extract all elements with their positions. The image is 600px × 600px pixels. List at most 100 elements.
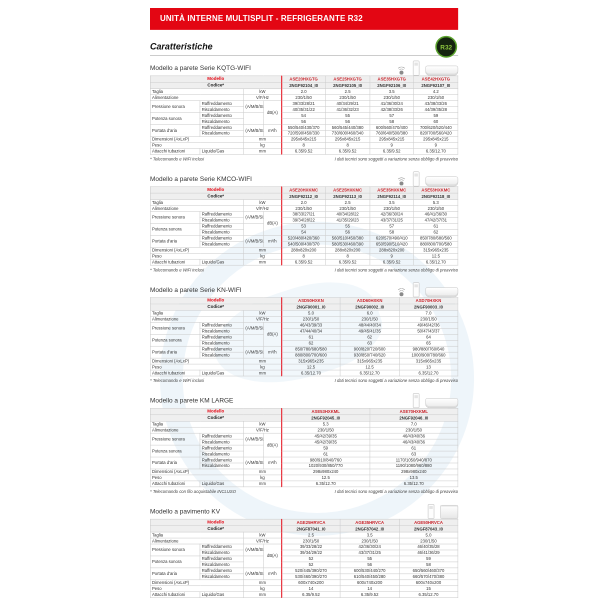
potenza-raff-value: 59 xyxy=(413,112,459,119)
footnote-row: * Telecomando e WiFi inclusi I dati tecni… xyxy=(150,157,458,162)
row-potenza-raff: Potenza sonora Raffreddamento 53 55 57 61 xyxy=(150,223,459,236)
footnote-disclaimer: I dati tecnici sono soggetti a variazion… xyxy=(334,267,459,273)
sound-unit: dB(A) xyxy=(263,322,282,347)
pressione-label: Pressione sonora xyxy=(150,100,201,113)
section-title: Modello a parete Serie KN-WIFI xyxy=(150,285,242,294)
row-pressione-risc: Riscaldamento 39/34/29/22 43/37/31/25 46/41… xyxy=(150,549,459,557)
row-pressione-raff: Pressione sonoraRaffreddamento(A/M/B/SL)… xyxy=(150,322,459,347)
attacchi-value: 6.35/9.52 xyxy=(369,148,415,155)
row-attacchi: Attacchi tubazioni Liquido/Gas mm 6.35/9.52… xyxy=(150,258,459,266)
peso-value: 13 xyxy=(398,363,459,371)
riscaldamento-sublabel: Riscaldamento xyxy=(199,328,244,335)
fan-speeds-label: (A/M/B/SL) xyxy=(243,345,264,359)
row-peso: Peso kg 12.5 12.5 13 xyxy=(150,363,459,371)
riscaldamento-sublabel: Riscaldamento xyxy=(199,217,244,224)
row-taglia: Taglia kW 5.3 7.0 xyxy=(150,421,459,428)
banner-title: UNITÀ INTERNE MULTISPLIT - REFRIGERANTE … xyxy=(159,14,363,23)
pressione-risc-value: 46/41/36/29 xyxy=(398,549,459,557)
portata-risc-value: 880/800/700/580 xyxy=(413,241,459,248)
page-title: Caratteristiche xyxy=(150,41,213,52)
row-alimentazione: Alimentazione V/F/Hz 230/1/50 230/1/50 230/1… xyxy=(150,537,459,545)
portata-label: Portata d'aria xyxy=(150,345,201,359)
spec-table: Modello ASE20HXGTG ASE25HXGTG ASE35HXGTG ASE… xyxy=(150,75,459,155)
pressione-raff-value: 40/34/29/21 xyxy=(325,100,370,107)
attacchi-value: 6.35/9.52 xyxy=(280,148,326,155)
row-portata-risc: Riscaldamento 540/500/430/370 580/530/460/… xyxy=(150,241,459,248)
pressione-label: Pressione sonora xyxy=(150,432,201,446)
page-banner: UNITÀ INTERNE MULTISPLIT - REFRIGERANTE … xyxy=(150,8,459,30)
pressione-risc-value: 50/47/43/37 xyxy=(398,328,459,335)
title-row: Caratteristiche R32 xyxy=(150,35,459,58)
dimensioni-label: Dimensioni (AxLxP) xyxy=(150,579,244,587)
pressione-raff-value: 45/42/39/35 xyxy=(280,432,370,440)
potenza-label: Potenza sonora xyxy=(150,444,201,458)
remote-icon xyxy=(412,171,420,187)
section-icons xyxy=(396,280,459,298)
footnote-row: * Telecomando e WiFi inclusi I dati tecni… xyxy=(150,267,458,272)
spec-table: Modello AGE25HRVCA AGE35HRVCA AGE50HRVCA Cod… xyxy=(150,518,459,598)
footnote-left: * Telecomando e WiFi inclusi xyxy=(150,267,205,273)
portata-risc-value: 580/530/460/390 xyxy=(325,241,370,248)
potenza-risc-value: 61 xyxy=(280,450,370,458)
portata-label: Portata d'aria xyxy=(150,567,201,581)
spec-section: Modello a parete Serie KQTG-WIFI Modello A… xyxy=(150,60,459,162)
row-pressione-risc: Riscaldamento 40/35/31/22 41/36/32/23 42/38… xyxy=(150,106,459,113)
fan-speeds-label: (A/M/B/SL) xyxy=(243,432,264,446)
portata-raff-value: 650/560/460/370 xyxy=(398,567,459,575)
row-taglia: Taglia kW 5.0 6.0 7.0 xyxy=(150,310,459,317)
sound-unit: dB(A) xyxy=(263,100,282,125)
wall-unit-image xyxy=(425,287,459,298)
row-potenza-risc: Riscaldamento 61 63 xyxy=(150,450,459,458)
pressione-risc-value: 47/42/37/31 xyxy=(413,217,459,224)
header-row-modello: Modello ASD50HXKN ASD60HXKN ASD70HXKN xyxy=(150,297,459,305)
attacchi-value: 6.35/12.70 xyxy=(280,480,370,488)
footnote-left: * Telecomando con filo acquistabile INCL… xyxy=(150,489,237,495)
peso-label: Peso xyxy=(150,253,244,260)
dimensioni-value: 600x740x200 xyxy=(398,579,459,587)
pressione-raff-value: 43/38/33/26 xyxy=(413,100,459,107)
row-potenza-risc: Riscaldamento 54 56 58 62 xyxy=(150,229,459,236)
taglia-value: 5.3 xyxy=(280,421,370,428)
row-taglia: Taglia kW 2.0 2.5 3.5 5.3 xyxy=(150,199,459,206)
header-row-codice: Codice* 2NGF92104_I0 2NGF92105_I0 2NGF92106… xyxy=(150,82,459,90)
spec-section: Modello a parete KM LARGE Modello ASE53HXK… xyxy=(150,393,459,495)
spec-table: Modello ASD50HXKN ASD60HXKN ASD70HXKN Codice… xyxy=(150,297,459,377)
footnote-left: * Telecomando e WiFi inclusi xyxy=(150,156,205,162)
taglia-label: Taglia xyxy=(150,531,244,539)
spec-table: Modello ASE20HXKMC ASE25HXKMC ASE35HXKMC ASE… xyxy=(150,186,459,266)
row-dimensioni: Dimensioni (AxLxP) mm 298x980x240 298x980x2… xyxy=(150,468,459,476)
portata-raff-value: 700/620/520/440 xyxy=(413,124,459,131)
r32-badge-label: R32 xyxy=(440,43,453,51)
portata-raff-value: 620/570/490/410 xyxy=(369,235,415,242)
portata-label: Portata d'aria xyxy=(150,235,201,248)
wall-unit-image xyxy=(425,176,459,187)
dimensioni-value: 298x980x240 xyxy=(369,468,459,476)
taglia-value: 2.5 xyxy=(325,199,370,206)
wifi-icon xyxy=(396,288,407,297)
row-portata-risc: Riscaldamento 530/460/390/270 610/540/450/… xyxy=(150,573,459,581)
airflow-unit: m³/h xyxy=(263,567,282,581)
wifi-icon xyxy=(396,177,407,186)
potenza-label: Potenza sonora xyxy=(150,112,201,125)
attacchi-value: 6.35/12.70 xyxy=(398,591,459,598)
portata-raff-value: 560/510/450/380 xyxy=(325,235,370,242)
fan-speeds-label: (A/M/B/SL) xyxy=(243,124,264,137)
spec-section: Modello a pavimento KV Modello AGE25HRVCA A… xyxy=(150,504,459,600)
portata-raff-value: 520/480/420/360 xyxy=(280,235,326,242)
portata-raff-value: 980/880/760/640 xyxy=(398,345,459,353)
potenza-risc-value: 63 xyxy=(369,450,459,458)
potenza-label: Potenza sonora xyxy=(150,334,201,347)
attacchi-label: Attacchi tubazioni xyxy=(150,369,201,377)
row-potenza-raff: Potenza sonora Raffreddamento 52 55 59 xyxy=(150,555,459,569)
spec-table: Modello ASE53HXKML ASE70HXKML Codice* 2NGF92… xyxy=(150,408,459,488)
attacchi-label: Attacchi tubazioni xyxy=(150,480,201,488)
footnote-disclaimer: I dati tecnici sono soggetti a variazion… xyxy=(334,156,459,162)
alimentazione-label: Alimentazione xyxy=(150,537,244,545)
spec-section: Modello a parete Serie KN-WIFI Modello ASD… xyxy=(150,282,459,383)
portata-risc-value: 760/640/500/380 xyxy=(369,130,415,137)
taglia-value: 7.0 xyxy=(398,310,459,317)
row-taglia: Taglia kW 2.5 3.5 5.0 xyxy=(150,531,459,539)
row-attacchi: Attacchi tubazioni Liquido/Gas mm 6.35/9.52… xyxy=(150,591,459,598)
row-pressione-raff: Pressione sonoraRaffreddamento(A/M/B/SL)… xyxy=(150,211,459,236)
